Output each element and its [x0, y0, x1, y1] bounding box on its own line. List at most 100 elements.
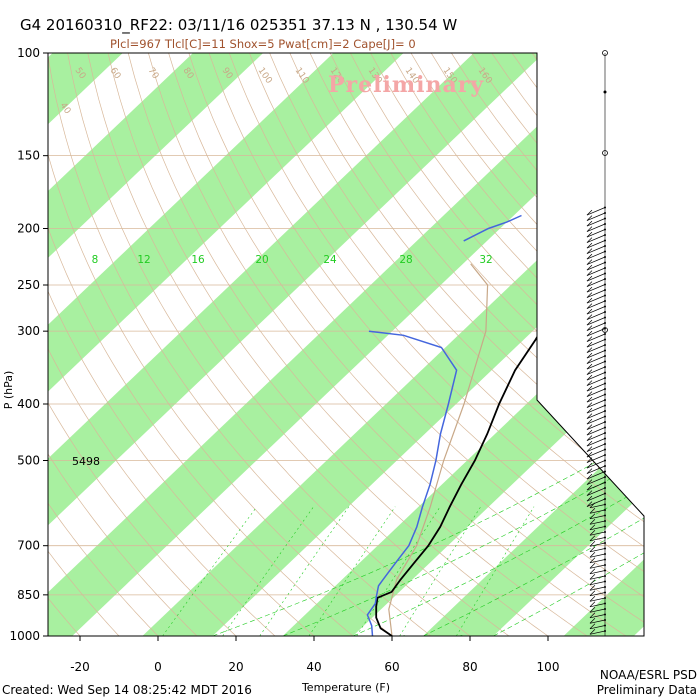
isotherm-label: -20 — [537, 178, 563, 203]
wind-barb — [589, 515, 606, 520]
wind-barb-feather — [589, 546, 596, 553]
wind-barb — [586, 372, 606, 381]
wind-barb — [586, 443, 606, 452]
wind-barb — [586, 388, 606, 397]
wind-barb — [589, 526, 606, 531]
wind-barb-feather — [586, 451, 593, 458]
wind-barb — [586, 487, 606, 496]
wind-barb — [586, 361, 606, 370]
mixing-ratio-labels: 8 12 16 20 24 28 321 2 3 5 8 12 20 — [92, 254, 493, 649]
isotherm-band — [48, 53, 644, 636]
dry-adiabat — [249, 53, 644, 636]
wind-barb-feather — [586, 380, 593, 386]
parcel-path — [388, 263, 489, 636]
wind-barb-feather — [586, 248, 593, 254]
wind-barb-feather — [589, 535, 596, 542]
wind-barb-feather — [586, 270, 593, 276]
wind-barb — [589, 603, 606, 608]
dry-adiabat — [48, 53, 329, 636]
wind-barb-feather — [586, 479, 593, 485]
wind-barb — [586, 410, 606, 419]
wind-barb — [589, 586, 606, 591]
wind-barb-feather — [586, 468, 593, 474]
dewpoint-upper-trace — [463, 214, 522, 242]
wind-barb-feather — [586, 314, 593, 320]
mixing-ratio-bottom-label: 12 — [398, 634, 412, 649]
mixing-ratio-line — [162, 506, 258, 636]
pressure-axis: 100 150 200 250 300 400 500 700 850 1000 — [9, 46, 48, 643]
dry-adiabat — [48, 53, 171, 636]
isotherm-band — [423, 53, 644, 636]
height-label: 5498 — [72, 455, 100, 468]
dry-adiabat — [48, 53, 92, 636]
x-tick-label: 0 — [154, 660, 162, 674]
moist-adiabat — [212, 228, 644, 636]
dry-adiabat — [653, 53, 700, 648]
wind-barb — [589, 504, 606, 509]
preliminary-watermark: Preliminary — [328, 72, 484, 98]
wind-barb-feather — [589, 530, 596, 536]
adiabat-label: 70 — [146, 66, 161, 81]
wind-barb — [586, 394, 606, 403]
wind-barb — [586, 218, 606, 227]
mixing-ratio-label: 16 — [191, 254, 205, 266]
dry-adiabat — [309, 53, 644, 636]
dry-adiabat — [127, 53, 606, 636]
wind-barb-feather — [586, 385, 593, 392]
wind-barb — [589, 575, 606, 580]
wind-barb — [586, 432, 606, 441]
wind-barb — [586, 421, 606, 430]
wind-barb-feather — [586, 369, 593, 375]
wind-barb — [589, 608, 606, 613]
wind-barb — [586, 493, 606, 502]
wind-barb-feather — [589, 596, 596, 602]
dry-adiabat — [350, 53, 644, 636]
mixing-ratio-label: 32 — [479, 254, 492, 266]
mixing-ratio-bottom-label: 2 — [224, 636, 236, 646]
wind-barb — [586, 322, 606, 331]
mixing-ratio-line — [222, 506, 314, 636]
wind-barb — [586, 399, 606, 408]
wind-barb-feather — [586, 341, 593, 348]
wind-barb-feather — [586, 231, 593, 238]
y-tick-label: 150 — [17, 149, 40, 163]
wind-barb-feather — [586, 457, 593, 463]
wind-barb — [589, 509, 606, 514]
wind-barb-feather — [589, 519, 596, 525]
wind-barb-feather — [586, 413, 593, 419]
wind-barb — [589, 520, 606, 525]
y-axis-label: P (hPa) — [2, 371, 15, 410]
wind-barb-feather — [586, 330, 593, 337]
dry-adiabat — [674, 53, 700, 648]
wind-barb-feather — [586, 209, 593, 216]
x-tick-label: 40 — [306, 660, 321, 674]
wind-barb-feather — [586, 242, 593, 249]
wind-barb — [586, 438, 606, 447]
wind-barb-feather — [586, 374, 593, 381]
mixing-ratio-bottom-label: 8 — [357, 636, 369, 646]
dry-adiabat — [694, 53, 700, 648]
wind-barb-feather — [586, 336, 593, 342]
wind-barb — [586, 300, 606, 309]
wind-barb-feather — [589, 541, 596, 547]
dry-adiabat — [188, 53, 644, 636]
wind-barbs — [586, 50, 608, 636]
wind-barb-feather — [586, 325, 593, 331]
x-tick-label: 80 — [462, 660, 477, 674]
wind-barb-feather — [586, 358, 593, 364]
wind-barb-feather — [586, 473, 593, 480]
wind-barb-feather — [589, 574, 596, 580]
wind-barb — [586, 284, 606, 293]
wind-barb-feather — [586, 495, 593, 502]
isotherm-label: -10 — [537, 254, 563, 279]
organization-label: NOAA/ESRL PSD — [600, 668, 697, 682]
wind-barb-feather — [589, 563, 596, 569]
mixing-ratio-line — [356, 506, 441, 636]
dry-adiabat — [228, 53, 644, 636]
dry-adiabat — [208, 53, 644, 636]
wind-barb — [586, 212, 606, 221]
wind-barb — [586, 355, 606, 364]
y-tick-label: 100 — [17, 46, 40, 60]
dewpoint-trace — [366, 330, 458, 636]
